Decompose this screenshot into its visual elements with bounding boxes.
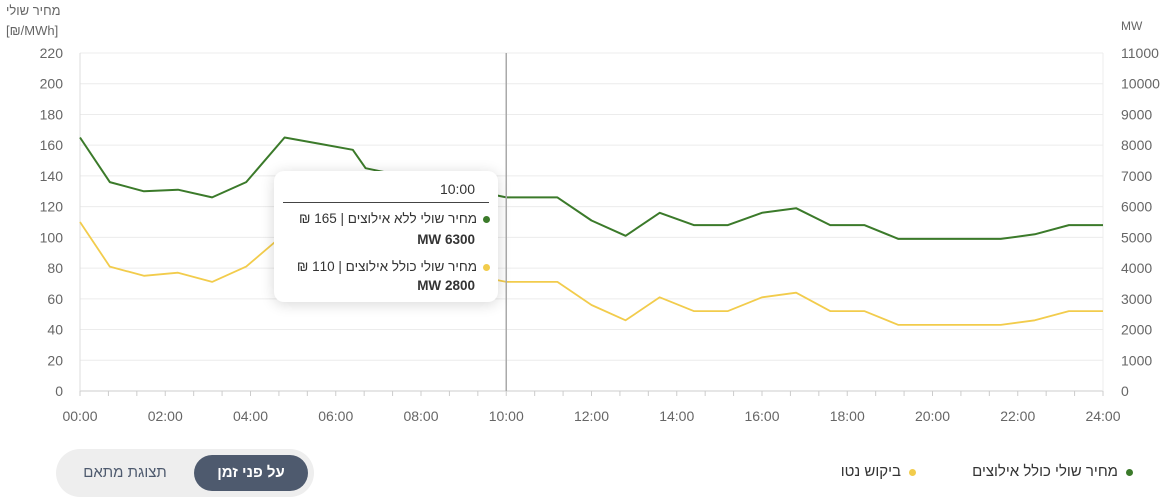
tooltip-time: 10:00 (439, 181, 475, 197)
tooltip-row-2-value: 2800 MW (417, 278, 475, 293)
correlation-view-button[interactable]: תצוגת מתאם (66, 455, 184, 491)
right-tick-label: 5000 (1121, 229, 1152, 245)
tooltip-divider (283, 202, 489, 203)
left-tick-label: 100 (40, 229, 64, 245)
left-tick-label: 80 (47, 260, 63, 276)
x-tick-label: 02:00 (148, 408, 183, 424)
right-tick-label: 9000 (1121, 106, 1152, 122)
left-tick-label: 40 (47, 322, 63, 338)
x-axis-ticks: 00:00 02:00 04:00 06:00 08:00 10:00 12:00 14:00… (62, 408, 1120, 424)
view-toggle: תצוגת מתאם על פני זמן (56, 449, 314, 497)
right-tick-label: 6000 (1121, 199, 1152, 215)
right-tick-label: 11000 (1121, 45, 1159, 61)
legend-label: מחיר שולי כולל אילוצים (972, 463, 1118, 480)
x-tick-label: 08:00 (403, 408, 438, 424)
left-tick-label: 180 (40, 106, 64, 122)
right-tick-label: 8000 (1121, 137, 1152, 153)
x-tick-label: 00:00 (62, 408, 97, 424)
x-tick-label: 16:00 (744, 408, 779, 424)
right-axis-ticks: 0 1000 2000 3000 4000 5000 6000 7000 8000 9000 100… (1121, 45, 1160, 399)
legend-dot-icon (909, 468, 916, 476)
right-tick-label: 10000 (1121, 76, 1160, 92)
x-tick-label: 14:00 (659, 408, 694, 424)
right-axis-title: MW (1121, 19, 1143, 33)
right-tick-label: 1000 (1121, 352, 1152, 368)
tooltip-row-1: מחיר שולי ללא אילוצים | 165 ₪ (299, 211, 490, 226)
x-tick-label: 18:00 (830, 408, 865, 424)
left-axis-title: מחיר שולי (6, 3, 61, 18)
series-dot-icon (483, 263, 490, 271)
x-tick-label: 22:00 (1000, 408, 1035, 424)
series-dot-icon (483, 215, 490, 223)
right-tick-label: 2000 (1121, 322, 1152, 338)
over-time-view-button[interactable]: על פני זמן (194, 455, 308, 491)
chart-tooltip: 10:00 מחיר שולי ללא אילוצים | 165 ₪ 6300… (274, 171, 498, 302)
right-tick-label: 3000 (1121, 291, 1152, 307)
x-tick-label: 24:00 (1085, 408, 1120, 424)
x-tick-label: 12:00 (574, 408, 609, 424)
series-line-1 (79, 136, 1103, 240)
legend-label: ביקוש נטו (840, 463, 901, 480)
left-axis-unit: [₪/MWh] (6, 23, 59, 38)
right-tick-label: 7000 (1121, 168, 1152, 184)
left-tick-label: 0 (55, 383, 63, 399)
legend-item-constrained-price[interactable]: מחיר שולי כולל אילוצים (972, 463, 1133, 480)
x-tick-label: 20:00 (915, 408, 950, 424)
chart-series (79, 136, 1103, 326)
tooltip-row-1-value: 6300 MW (417, 232, 475, 247)
x-tick-label: 10:00 (489, 408, 524, 424)
left-tick-label: 60 (47, 291, 63, 307)
series-line-2 (79, 221, 1103, 326)
left-tick-label: 140 (40, 168, 64, 184)
tooltip-row-2: מחיר שולי כולל אילוצים | 110 ₪ (297, 259, 490, 274)
left-tick-label: 220 (40, 45, 64, 61)
legend-dot-icon (1126, 468, 1133, 476)
right-tick-label: 0 (1121, 383, 1129, 399)
left-axis-ticks: 0 20 40 60 80 100 120 140 160 180 200 220 (40, 45, 64, 399)
tooltip-row-2-label: מחיר שולי כולל אילוצים | 110 ₪ (296, 259, 477, 274)
left-tick-label: 120 (40, 199, 64, 215)
x-tick-label: 06:00 (318, 408, 353, 424)
left-tick-label: 160 (40, 137, 64, 153)
left-tick-label: 20 (47, 352, 63, 368)
right-tick-label: 4000 (1121, 260, 1152, 276)
x-tick-label: 04:00 (233, 408, 268, 424)
chart-grid (79, 52, 1104, 396)
tooltip-row-1-label: מחיר שולי ללא אילוצים | 165 ₪ (299, 211, 477, 226)
left-tick-label: 200 (40, 76, 64, 92)
legend-item-net-demand[interactable]: ביקוש נטו (841, 463, 916, 480)
